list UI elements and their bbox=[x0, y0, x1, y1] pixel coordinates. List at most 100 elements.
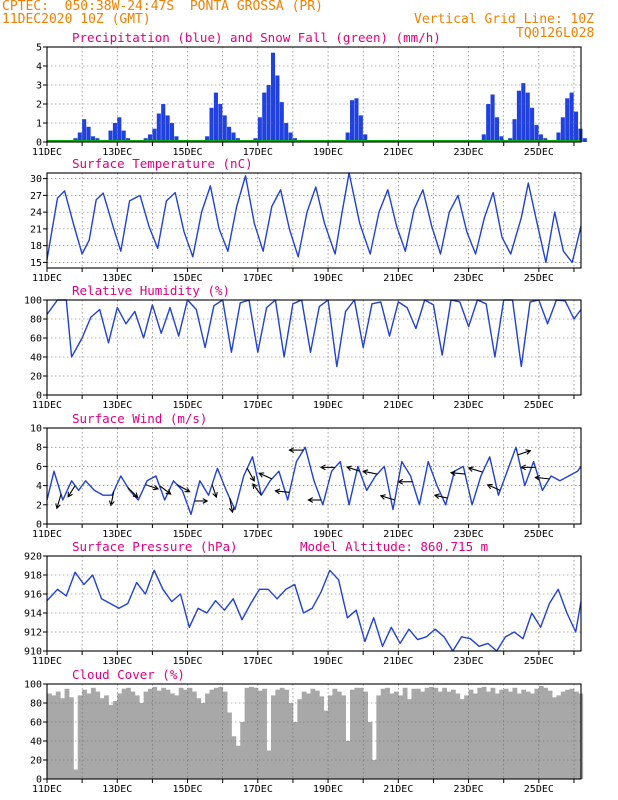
wind-arrow-head bbox=[288, 447, 295, 453]
temp-panel bbox=[43, 172, 582, 272]
cloud-cover-bar bbox=[486, 691, 491, 779]
cloud-cover-bar bbox=[451, 689, 456, 779]
precip-bar bbox=[565, 98, 570, 142]
cloud-cover-bar bbox=[240, 722, 246, 779]
x-tick-label: 23DEC bbox=[454, 400, 484, 411]
temp-title: Surface Temperature (nC) bbox=[72, 156, 253, 171]
precip-bar bbox=[174, 136, 179, 142]
wind-arrow-head bbox=[249, 475, 255, 482]
x-tick-label: 23DEC bbox=[454, 147, 484, 158]
cloud-cover-bar bbox=[178, 687, 184, 779]
pres-frame bbox=[46, 555, 582, 652]
y-tick-label: 4 bbox=[36, 62, 42, 73]
cloud-cover-bar bbox=[297, 699, 303, 779]
wind-arrow bbox=[451, 472, 466, 475]
precip-bar bbox=[121, 130, 126, 142]
rh-title: Relative Humidity (%) bbox=[72, 283, 230, 298]
x-tick-label: 11DEC bbox=[32, 147, 62, 158]
cloud-cover-bar bbox=[249, 686, 254, 779]
wind-arrow bbox=[159, 485, 171, 495]
precip-bar bbox=[573, 111, 579, 142]
cloud-cover-bar bbox=[341, 695, 347, 779]
precip-bar bbox=[560, 117, 565, 142]
cloud-cover-bar bbox=[354, 687, 360, 779]
x-tick-label: 25DEC bbox=[524, 273, 554, 284]
cloud-cover-bar bbox=[556, 695, 562, 779]
cloud-cover-bar bbox=[209, 689, 215, 779]
cloud-cover-bar bbox=[257, 690, 263, 779]
x-tick-label: 21DEC bbox=[383, 656, 413, 667]
precip-bar bbox=[222, 115, 227, 142]
cloud-cover-bar bbox=[525, 691, 531, 779]
cloud-cover-bar bbox=[183, 689, 188, 779]
y-tick-label: 40 bbox=[30, 353, 42, 364]
y-tick-label: 24 bbox=[30, 208, 42, 219]
cloud-cover-bar bbox=[288, 703, 294, 779]
y-tick-label: 914 bbox=[24, 609, 42, 620]
y-tick-label: 2 bbox=[36, 500, 42, 511]
cloud-cover-bar bbox=[328, 695, 333, 779]
cloud-cover-bar bbox=[227, 712, 232, 779]
wind-arrow-head bbox=[132, 492, 139, 499]
x-tick-label: 15DEC bbox=[172, 529, 202, 540]
rh-panel bbox=[43, 299, 582, 399]
cloud-cover-bar bbox=[196, 698, 202, 779]
wind-arrow-head bbox=[449, 470, 456, 476]
y-tick-label: 21 bbox=[30, 224, 42, 235]
x-tick-label: 19DEC bbox=[313, 784, 343, 795]
wind-arrow bbox=[487, 484, 501, 491]
cloud-panel bbox=[43, 683, 584, 783]
cloud-cover-bar bbox=[284, 689, 289, 779]
cloud-cover-bar bbox=[538, 685, 544, 779]
cloud-cover-bar bbox=[60, 698, 65, 779]
precip-bar bbox=[494, 117, 500, 142]
wind-arrow-head bbox=[345, 465, 353, 472]
precip-bar bbox=[499, 136, 504, 142]
wind-arrow bbox=[434, 494, 448, 499]
x-tick-label: 23DEC bbox=[454, 529, 484, 540]
cloud-cover-bar bbox=[244, 687, 250, 779]
cloud-cover-bar bbox=[477, 687, 483, 779]
cloud-cover-bar bbox=[464, 695, 469, 779]
wind-arrow-head bbox=[486, 483, 493, 490]
cloud-cover-bar bbox=[47, 693, 52, 779]
y-tick-label: 10 bbox=[30, 424, 42, 435]
y-tick-label: 20 bbox=[30, 372, 42, 383]
cloud-cover-bar bbox=[165, 689, 171, 779]
precip-bar bbox=[117, 117, 122, 142]
cloud-cover-bar bbox=[516, 693, 522, 779]
cloud-cover-bar bbox=[169, 693, 175, 779]
rh-frame bbox=[46, 299, 582, 396]
cloud-cover-bar bbox=[420, 691, 426, 779]
cloud-cover-bar bbox=[371, 760, 377, 779]
x-tick-label: 21DEC bbox=[383, 273, 413, 284]
precip-bar bbox=[521, 83, 526, 142]
precip-bar bbox=[525, 92, 530, 142]
cloud-cover-bar bbox=[292, 722, 298, 779]
wind-arrow-head bbox=[202, 498, 209, 504]
x-tick-label: 15DEC bbox=[172, 400, 202, 411]
y-tick-label: 80 bbox=[30, 699, 42, 710]
cloud-cover-bar bbox=[508, 691, 513, 779]
cloud-cover-bar bbox=[358, 687, 364, 779]
cloud-cover-bar bbox=[187, 687, 193, 779]
wind-arrow-head bbox=[274, 488, 281, 495]
wind-arrow-head bbox=[534, 475, 541, 481]
x-tick-label: 25DEC bbox=[524, 529, 554, 540]
cloud-cover-bar bbox=[77, 695, 83, 779]
cloud-cover-bar bbox=[82, 689, 87, 779]
y-tick-label: 1 bbox=[36, 119, 42, 130]
cloud-cover-bar bbox=[407, 699, 412, 779]
y-tick-label: 0 bbox=[36, 391, 42, 402]
x-tick-label: 17DEC bbox=[243, 147, 273, 158]
cloud-cover-bar bbox=[117, 693, 123, 779]
cloud-cover-bar bbox=[415, 688, 421, 779]
header-date: 11DEC2020 10Z (GMT) bbox=[2, 12, 151, 27]
cloud-cover-bar bbox=[468, 689, 474, 779]
wind-arrow bbox=[363, 470, 378, 475]
cloud-cover-bar bbox=[121, 688, 127, 779]
x-tick-label: 15DEC bbox=[172, 147, 202, 158]
x-tick-label: 25DEC bbox=[524, 656, 554, 667]
cloud-cover-bar bbox=[139, 703, 145, 779]
cloud-cover-bar bbox=[367, 722, 373, 779]
